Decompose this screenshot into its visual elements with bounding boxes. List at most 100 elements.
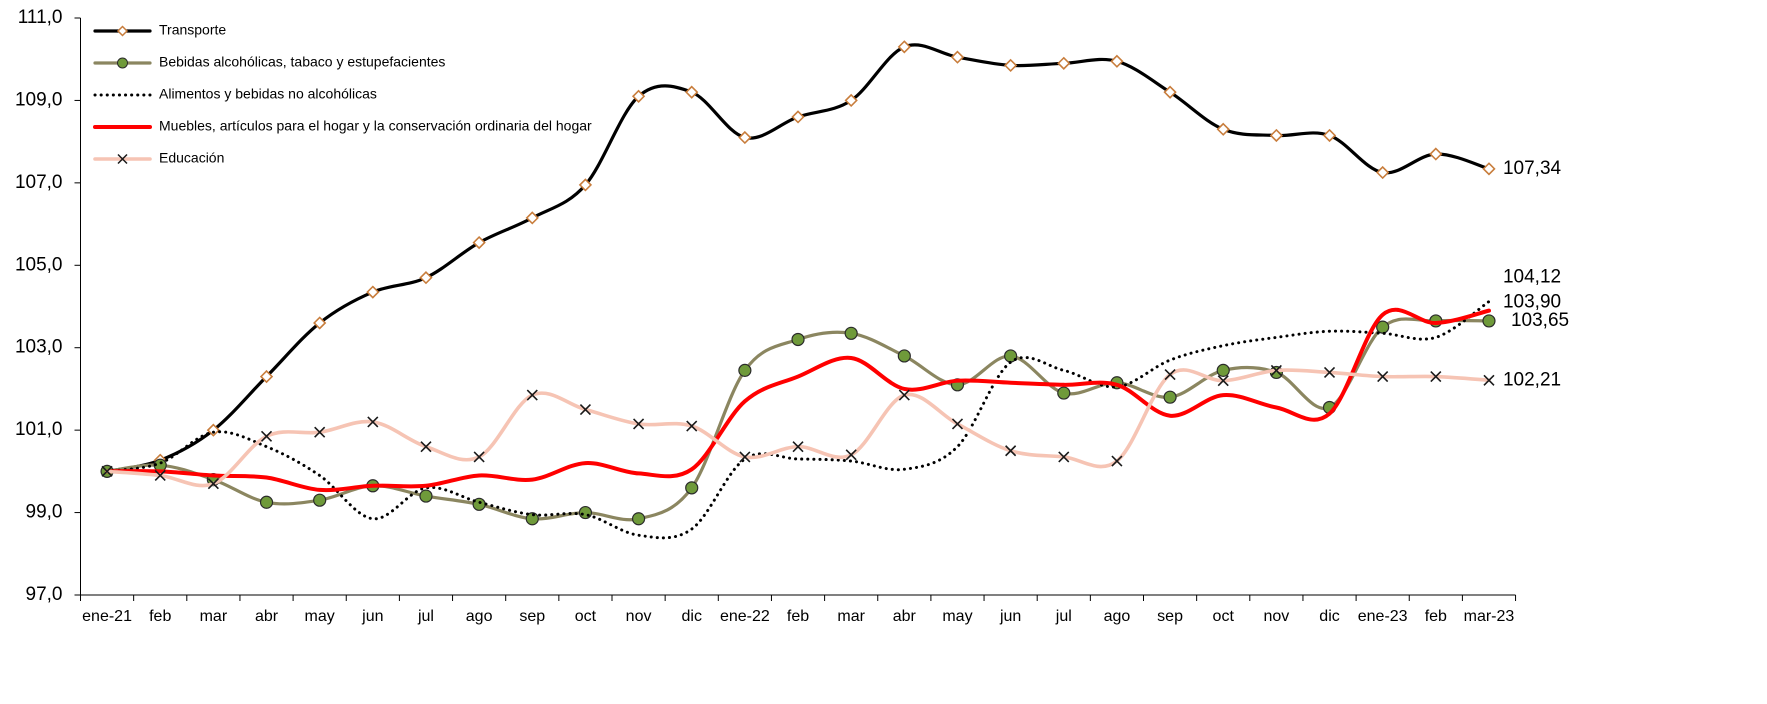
y-tick-label: 109,0 — [15, 89, 63, 110]
data-point — [844, 326, 858, 340]
y-tick-label: 101,0 — [15, 419, 63, 440]
data-point — [1322, 128, 1337, 143]
x-tick-label: ago — [466, 608, 493, 625]
data-point — [1482, 162, 1496, 176]
data-point — [738, 363, 752, 377]
x-tick-label: sep — [1157, 608, 1183, 625]
data-point — [313, 493, 327, 507]
data-point — [738, 130, 752, 145]
x-tick-label: oct — [575, 608, 597, 625]
x-tick-label: may — [942, 608, 972, 625]
legend-label: Educación — [159, 150, 224, 166]
data-point — [631, 89, 646, 103]
x-tick-label: dic — [681, 608, 701, 625]
data-point — [1005, 445, 1017, 457]
data-point — [578, 178, 593, 192]
x-tick-label: may — [305, 608, 335, 625]
x-tick-label: sep — [519, 608, 545, 625]
data-point — [951, 418, 964, 430]
series-line — [105, 300, 1491, 540]
data-point — [898, 389, 910, 401]
x-tick-label: feb — [149, 608, 171, 625]
data-point — [1111, 455, 1123, 467]
series-line — [105, 368, 1491, 488]
data-point — [1058, 451, 1070, 463]
legend-label: Bebidas alcohólicas, tabaco y estupefaci… — [159, 54, 445, 70]
data-point — [685, 85, 699, 99]
data-point — [792, 441, 804, 453]
data-point — [1482, 314, 1496, 328]
data-point — [1003, 58, 1018, 73]
data-point — [1217, 375, 1229, 387]
data-point — [950, 50, 965, 64]
data-point — [1269, 128, 1284, 143]
data-point — [631, 512, 646, 526]
data-point — [525, 211, 539, 225]
x-tick-label: ene-22 — [720, 608, 770, 625]
data-point — [260, 430, 273, 442]
legend-marker — [116, 25, 129, 37]
data-point — [472, 235, 486, 250]
data-point — [1057, 386, 1071, 400]
data-point — [897, 349, 911, 363]
data-point — [1164, 368, 1176, 381]
legend-label: Alimentos y bebidas no alcohólicas — [159, 86, 377, 102]
x-tick-label: ago — [1104, 608, 1131, 625]
data-point — [101, 465, 113, 477]
data-point — [1110, 54, 1124, 68]
data-point — [313, 316, 327, 330]
data-point — [791, 110, 805, 124]
x-tick-label: feb — [787, 608, 809, 625]
data-point — [739, 451, 751, 463]
x-tick-label: mar-23 — [1464, 608, 1515, 625]
data-point — [1323, 366, 1336, 379]
legend-label: Muebles, artículos para el hogar y la co… — [159, 118, 592, 134]
data-point — [897, 40, 911, 54]
data-point — [473, 451, 485, 463]
x-tick-label: abr — [255, 608, 279, 625]
x-tick-label: jul — [1055, 608, 1072, 625]
legend: Transporte Bebidas alcohólicas, tabaco y … — [93, 22, 592, 166]
data-point — [845, 449, 857, 461]
y-tick-label: 105,0 — [15, 254, 63, 275]
data-point — [1216, 122, 1230, 136]
data-point — [367, 416, 379, 428]
series-line — [105, 307, 1491, 493]
x-tick-label: oct — [1213, 608, 1235, 625]
y-tick-label: 97,0 — [26, 584, 63, 605]
data-point — [1163, 85, 1177, 99]
x-tick-label: mar — [200, 608, 228, 625]
data-point — [1377, 370, 1389, 383]
y-tick-label: 99,0 — [26, 502, 63, 523]
legend-marker — [117, 153, 128, 165]
data-point — [259, 495, 274, 509]
data-point — [791, 332, 805, 347]
x-tick-label: nov — [626, 608, 652, 625]
data-point — [1376, 320, 1390, 334]
data-point — [1163, 390, 1177, 404]
x-tick-label: nov — [1263, 608, 1289, 625]
x-tick-label: jun — [361, 608, 383, 625]
x-tick-label: mar — [837, 608, 865, 625]
data-point — [206, 423, 221, 437]
x-tick-label: ene-21 — [82, 608, 132, 625]
data-point — [1057, 56, 1071, 70]
data-point — [1429, 147, 1443, 161]
y-tick-label: 103,0 — [15, 337, 63, 358]
x-tick-label: jul — [417, 608, 434, 625]
data-point — [633, 418, 645, 430]
data-point — [526, 389, 538, 401]
data-point — [1430, 370, 1442, 383]
data-point — [207, 478, 219, 490]
x-tick-label: ene-23 — [1358, 608, 1408, 625]
data-point — [1216, 363, 1230, 377]
x-tick-label: feb — [1425, 608, 1447, 625]
y-tick-label: 107,0 — [15, 172, 63, 193]
data-point — [420, 441, 432, 453]
data-point — [1483, 374, 1495, 386]
data-point — [154, 469, 166, 482]
data-point — [525, 512, 539, 526]
data-label: 104,12 — [1503, 267, 1561, 288]
data-label: 102,21 — [1503, 369, 1561, 390]
